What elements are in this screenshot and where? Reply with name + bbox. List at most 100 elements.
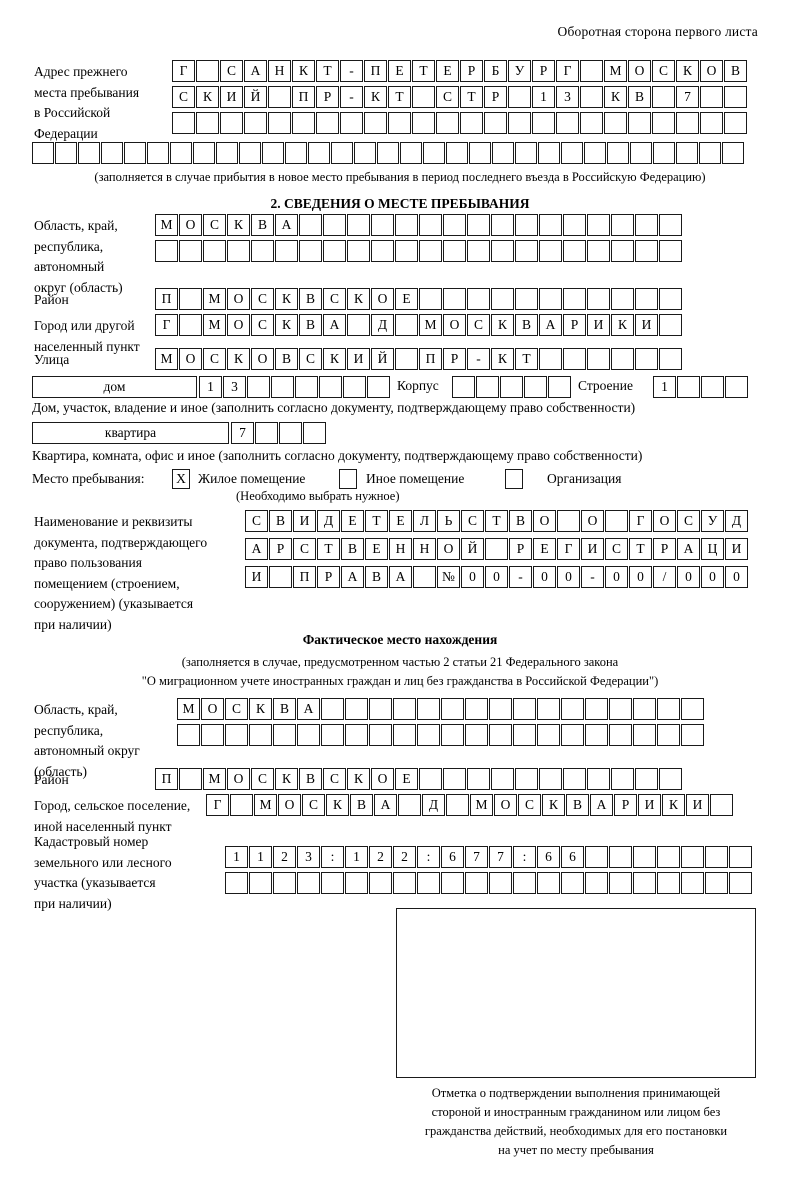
char-cell[interactable]: Е: [533, 538, 556, 560]
char-cell[interactable]: [705, 846, 728, 868]
char-cell[interactable]: [609, 698, 632, 720]
char-cell[interactable]: [345, 872, 368, 894]
char-cell[interactable]: [400, 142, 422, 164]
char-cell[interactable]: 6: [441, 846, 464, 868]
char-cell[interactable]: В: [299, 768, 322, 790]
char-cell[interactable]: [441, 872, 464, 894]
char-cell[interactable]: С: [652, 60, 675, 82]
char-cell[interactable]: [659, 348, 682, 370]
char-cell[interactable]: 0: [605, 566, 628, 588]
char-cell[interactable]: Б: [484, 60, 507, 82]
char-cell[interactable]: Т: [316, 60, 339, 82]
char-cell[interactable]: 2: [393, 846, 416, 868]
char-cell[interactable]: Р: [317, 566, 340, 588]
char-cell[interactable]: [467, 214, 490, 236]
char-cell[interactable]: [557, 510, 580, 532]
char-cell[interactable]: [556, 112, 579, 134]
char-cell[interactable]: [423, 142, 445, 164]
char-cell[interactable]: О: [179, 214, 202, 236]
char-cell[interactable]: 7: [676, 86, 699, 108]
char-cell[interactable]: [147, 142, 169, 164]
char-cell[interactable]: В: [365, 566, 388, 588]
char-cell[interactable]: К: [249, 698, 272, 720]
char-cell[interactable]: [635, 240, 658, 262]
char-cell[interactable]: [446, 142, 468, 164]
char-cell[interactable]: К: [542, 794, 565, 816]
char-cell[interactable]: А: [244, 60, 267, 82]
char-cell[interactable]: [268, 112, 291, 134]
char-cell[interactable]: Т: [317, 538, 340, 560]
char-cell[interactable]: [297, 724, 320, 746]
char-cell[interactable]: [393, 872, 416, 894]
char-cell[interactable]: [491, 768, 514, 790]
char-cell[interactable]: С: [172, 86, 195, 108]
char-cell[interactable]: К: [611, 314, 634, 336]
char-cell[interactable]: [722, 142, 744, 164]
char-cell[interactable]: [561, 724, 584, 746]
char-cell[interactable]: [657, 724, 680, 746]
char-cell[interactable]: [700, 86, 723, 108]
char-cell[interactable]: Е: [388, 60, 411, 82]
flat-field-label[interactable]: квартира: [32, 422, 229, 444]
char-cell[interactable]: [465, 872, 488, 894]
char-cell[interactable]: 1: [199, 376, 222, 398]
char-cell[interactable]: [500, 376, 523, 398]
char-cell[interactable]: [255, 422, 278, 444]
char-cell[interactable]: С: [293, 538, 316, 560]
char-cell[interactable]: С: [436, 86, 459, 108]
char-cell[interactable]: [319, 376, 342, 398]
char-cell[interactable]: [452, 376, 475, 398]
char-cell[interactable]: Й: [371, 348, 394, 370]
char-cell[interactable]: [419, 288, 442, 310]
char-cell[interactable]: Е: [341, 510, 364, 532]
document-row-3[interactable]: И П Р А В А № 0 0-0 0-0 0/0 0 0: [245, 566, 748, 588]
char-cell[interactable]: [220, 112, 243, 134]
char-cell[interactable]: С: [605, 538, 628, 560]
char-cell[interactable]: [635, 768, 658, 790]
char-cell[interactable]: [657, 846, 680, 868]
char-cell[interactable]: К: [347, 768, 370, 790]
char-cell[interactable]: [652, 86, 675, 108]
char-cell[interactable]: [659, 214, 682, 236]
char-cell[interactable]: О: [494, 794, 517, 816]
char-cell[interactable]: [653, 142, 675, 164]
char-cell[interactable]: К: [326, 794, 349, 816]
char-cell[interactable]: Е: [365, 538, 388, 560]
char-cell[interactable]: [724, 112, 747, 134]
char-cell[interactable]: [515, 214, 538, 236]
char-cell[interactable]: [524, 376, 547, 398]
char-cell[interactable]: [179, 314, 202, 336]
char-cell[interactable]: [489, 724, 512, 746]
char-cell[interactable]: В: [724, 60, 747, 82]
char-cell[interactable]: [369, 872, 392, 894]
char-cell[interactable]: В: [341, 538, 364, 560]
char-cell[interactable]: М: [203, 768, 226, 790]
flat-number-cells[interactable]: 7: [231, 422, 326, 444]
char-cell[interactable]: [297, 872, 320, 894]
char-cell[interactable]: [417, 872, 440, 894]
char-cell[interactable]: [628, 112, 651, 134]
char-cell[interactable]: [469, 142, 491, 164]
char-cell[interactable]: К: [227, 214, 250, 236]
char-cell[interactable]: [225, 872, 248, 894]
char-cell[interactable]: С: [461, 510, 484, 532]
char-cell[interactable]: [659, 768, 682, 790]
char-cell[interactable]: Т: [460, 86, 483, 108]
char-cell[interactable]: С: [251, 288, 274, 310]
char-cell[interactable]: 0: [677, 566, 700, 588]
char-cell[interactable]: 7: [465, 846, 488, 868]
char-cell[interactable]: А: [389, 566, 412, 588]
char-cell[interactable]: Д: [371, 314, 394, 336]
char-cell[interactable]: И: [220, 86, 243, 108]
char-cell[interactable]: 3: [297, 846, 320, 868]
char-cell[interactable]: [201, 724, 224, 746]
char-cell[interactable]: [585, 698, 608, 720]
char-cell[interactable]: [321, 872, 344, 894]
char-cell[interactable]: С: [302, 794, 325, 816]
char-cell[interactable]: К: [364, 86, 387, 108]
char-cell[interactable]: Р: [460, 60, 483, 82]
char-cell[interactable]: [489, 698, 512, 720]
